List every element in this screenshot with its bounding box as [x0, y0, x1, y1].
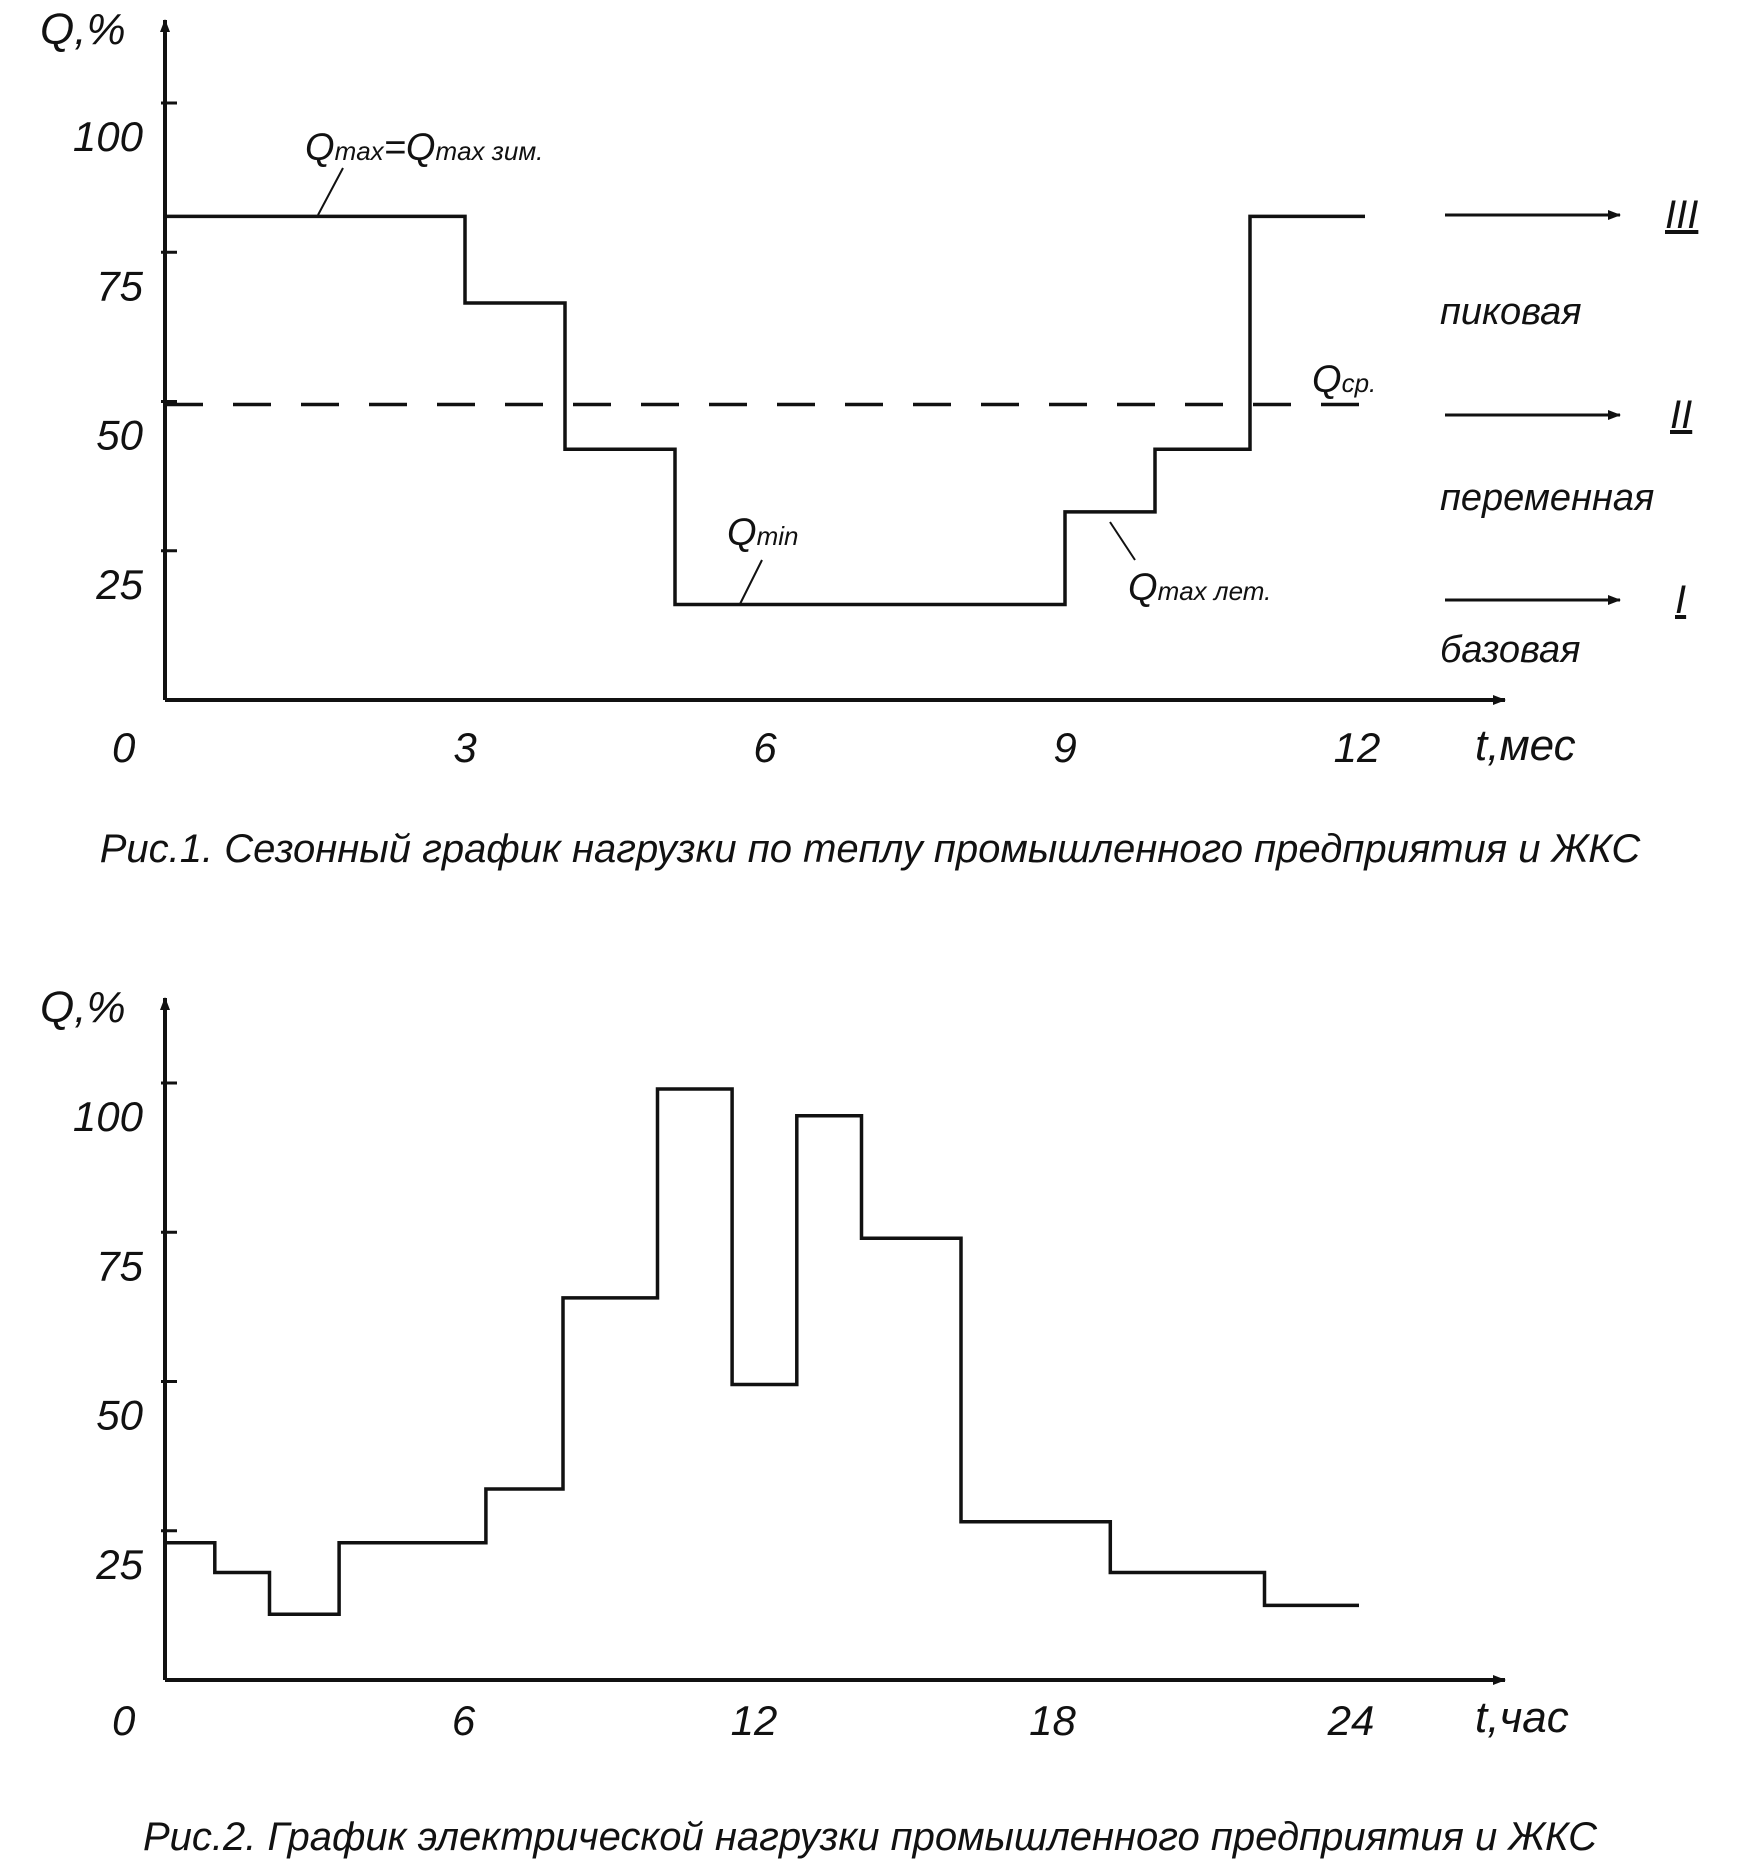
- y-tick-label: 25: [95, 561, 143, 608]
- band-label-peak: пиковая: [1440, 291, 1582, 333]
- y-tick-label: 50: [96, 412, 143, 459]
- chart1-x-axis-title: t,мес: [1475, 721, 1576, 770]
- band-label-base: базовая: [1440, 629, 1580, 671]
- roman-label-1: I: [1675, 578, 1686, 622]
- x-tick-label: 18: [1029, 1697, 1076, 1744]
- y-tick-label: 25: [95, 1541, 143, 1588]
- roman-label-2: II: [1670, 393, 1692, 437]
- x-tick-label: 12: [1334, 724, 1381, 771]
- chart2-y-ticks: 25 50 75 100: [73, 1081, 177, 1588]
- chart1-series-group: [165, 214, 1365, 607]
- x-tick-label: 24: [1327, 1697, 1375, 1744]
- load-step-line: [165, 214, 1365, 607]
- x-tick-label: 3: [453, 724, 476, 771]
- qmax-summer-label: Qmax лет.: [1128, 567, 1271, 609]
- chart2-y-axis-title: Q,%: [40, 983, 126, 1032]
- qmin-leader: [739, 559, 763, 605]
- y-tick-label: 50: [96, 1392, 143, 1439]
- y-tick-label: 100: [73, 113, 144, 160]
- qmax-winter-label: Qmax=Qmax зим.: [305, 127, 543, 169]
- chart1-y-axis-title: Q,%: [40, 5, 126, 54]
- y-tick-label: 75: [96, 1242, 143, 1289]
- chart1-caption: Рис.1. Сезонный график нагрузки по теплу…: [100, 827, 1642, 871]
- band-label-variable: переменная: [1440, 477, 1654, 519]
- chart2-origin-label: 0: [112, 1697, 136, 1744]
- chart2-caption: Рис.2. График электрической нагрузки про…: [143, 1815, 1598, 1859]
- chart2-x-axis-title: t,час: [1475, 1693, 1569, 1742]
- x-tick-label: 6: [753, 724, 777, 771]
- chart1-y-ticks: 25 50 75 100: [73, 101, 177, 608]
- y-tick-label: 75: [96, 262, 143, 309]
- x-tick-label: 12: [731, 1697, 778, 1744]
- y-tick-label: 100: [73, 1093, 144, 1140]
- qavg-label: Qср.: [1312, 359, 1376, 401]
- chart1-origin-label: 0: [112, 724, 136, 771]
- qmax-winter-leader: [317, 167, 344, 216]
- electric-load-chart: Q,% t,час 0 25 50 75 100 6 12 18 24 Рис.2. Гра…: [40, 983, 1598, 1859]
- seasonal-heat-load-chart: Q,% t,мес 0 25 50 75 100 3 6 9 12 Qmax=Qmax зи…: [40, 5, 1698, 871]
- load-step-line: [165, 1087, 1359, 1617]
- chart2-series-group: [165, 1087, 1359, 1617]
- chart1-x-ticks: 3 6 9 12: [453, 724, 1380, 771]
- chart2-x-ticks: 6 12 18 24: [452, 1697, 1375, 1744]
- qmax-summer-leader: [1109, 521, 1136, 561]
- roman-label-3: III: [1665, 193, 1698, 237]
- qmin-label: Qmin: [727, 512, 798, 554]
- x-tick-label: 9: [1053, 724, 1076, 771]
- x-tick-label: 6: [452, 1697, 476, 1744]
